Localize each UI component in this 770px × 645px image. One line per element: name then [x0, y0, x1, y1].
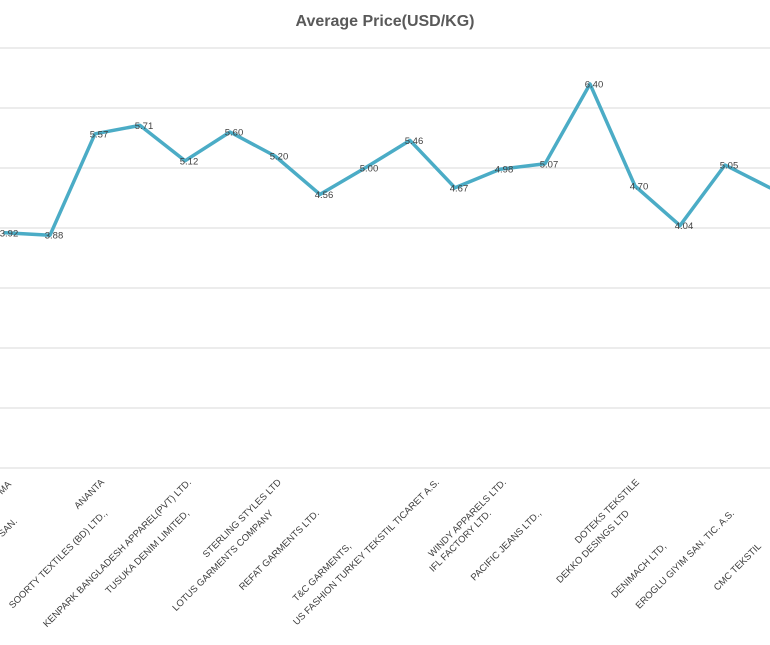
data-label: 5.12	[180, 156, 199, 167]
data-label: 4.70	[630, 182, 649, 193]
data-label: 3.92	[0, 228, 18, 239]
x-tick-label: US FASHION TURKEY TEKSTIL TICARET A.S.	[291, 477, 442, 628]
data-label: 3.88	[45, 231, 64, 242]
data-label: 4.04	[675, 221, 694, 232]
x-tick-label: ANANTA	[72, 477, 107, 512]
data-label: 5.05	[720, 161, 739, 172]
data-label: 5.07	[540, 159, 559, 170]
data-label: 5.57	[90, 129, 109, 140]
x-tick-label: SAN.	[0, 516, 20, 539]
data-label: 5.71	[135, 121, 154, 132]
data-label: 4.98	[495, 165, 514, 176]
data-label: 6.40	[585, 80, 604, 91]
data-label: 5.20	[270, 152, 289, 163]
x-tick-label: CMC TEKSTIL	[712, 541, 764, 593]
x-tick-label: MA	[0, 479, 14, 497]
x-tick-label: SOORTY TEXTILES (BD) LTD.,	[7, 508, 110, 611]
data-label: 4.56	[315, 190, 334, 201]
line	[3, 82, 770, 237]
data-label: 5.46	[405, 136, 424, 147]
chart-title: Average Price(USD/KG)	[295, 13, 474, 30]
data-label: 4.67	[450, 183, 469, 194]
data-label: 5.60	[225, 128, 244, 139]
data-label: 5.00	[360, 164, 379, 175]
